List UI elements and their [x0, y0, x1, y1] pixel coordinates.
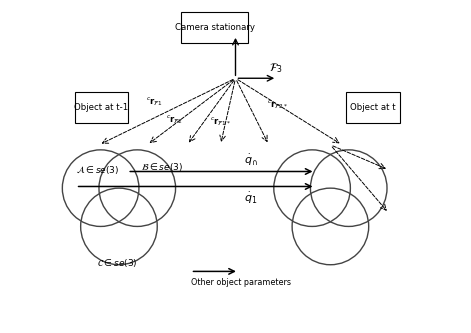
Text: $\mathcal{C} \in se(3)$: $\mathcal{C} \in se(3)$	[97, 257, 138, 269]
Text: Camera stationary: Camera stationary	[175, 23, 255, 32]
Text: $^{c}\mathbf{r}_{\mathcal{F}1*}$: $^{c}\mathbf{r}_{\mathcal{F}1*}$	[210, 115, 231, 128]
Text: $\mathcal{F}_3$: $\mathcal{F}_3$	[269, 61, 283, 75]
FancyBboxPatch shape	[346, 92, 400, 123]
FancyBboxPatch shape	[75, 92, 128, 123]
Text: $\dot{q}_{\cap}$: $\dot{q}_{\cap}$	[244, 153, 257, 167]
Text: Object at t: Object at t	[350, 103, 396, 112]
Text: $^{c}\mathbf{r}_{\mathcal{F}2*}$: $^{c}\mathbf{r}_{\mathcal{F}2*}$	[267, 99, 288, 111]
FancyBboxPatch shape	[181, 12, 248, 43]
Text: $^{c}\mathbf{r}_{\mathcal{F}1}$: $^{c}\mathbf{r}_{\mathcal{F}1}$	[146, 95, 162, 108]
Text: $\dot{q}_1$: $\dot{q}_1$	[244, 190, 257, 206]
Text: $^{c}\mathbf{r}_{\mathcal{F}2}$: $^{c}\mathbf{r}_{\mathcal{F}2}$	[165, 114, 182, 126]
Text: $\mathcal{A} \in se(3)$: $\mathcal{A} \in se(3)$	[76, 164, 119, 176]
Text: Other object parameters: Other object parameters	[191, 278, 291, 287]
Text: Object at t-1: Object at t-1	[74, 103, 129, 112]
Text: $\mathcal{B} \in se(3)$: $\mathcal{B} \in se(3)$	[141, 161, 183, 173]
